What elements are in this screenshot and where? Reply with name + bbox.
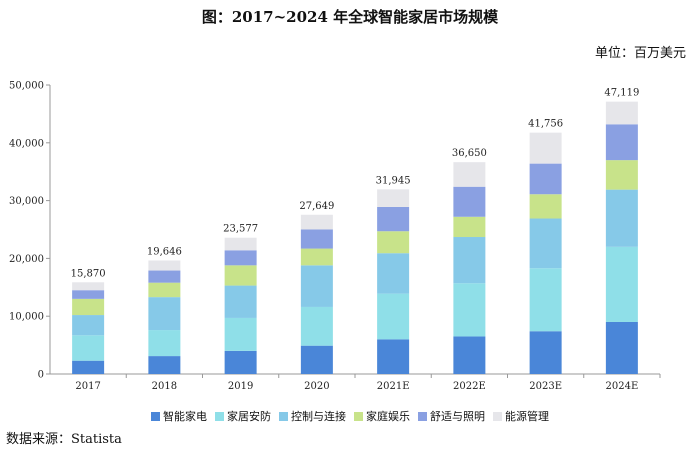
bar-total-label: 23,577: [223, 224, 258, 235]
bar-segment: [300, 306, 333, 346]
bar-segment: [300, 265, 333, 307]
x-tick-label: 2021E: [377, 381, 410, 392]
bar-segment: [148, 356, 181, 374]
legend-swatch: [493, 411, 502, 421]
legend-swatch: [418, 411, 427, 421]
x-tick-label: 2024E: [606, 381, 639, 392]
bar-segment: [72, 290, 105, 299]
bar-segment: [453, 186, 486, 217]
x-tick-label: 2018: [152, 381, 177, 392]
y-tick-label: 10,000: [9, 312, 44, 323]
y-tick-label: 40,000: [9, 138, 44, 149]
bar-segment: [224, 265, 257, 286]
bar-total-label: 41,756: [528, 119, 563, 130]
bar-segment: [605, 321, 638, 374]
legend-label: 家居安防: [227, 410, 271, 423]
bar-segment: [300, 248, 333, 266]
bar-segment: [300, 345, 333, 374]
x-tick-label: 2020: [304, 381, 329, 392]
bar-segment: [224, 237, 257, 251]
y-tick-label: 50,000: [9, 81, 44, 92]
legend-label: 能源管理: [505, 410, 549, 423]
bar-segment: [224, 285, 257, 318]
bar-segment: [605, 124, 638, 161]
bar-segment: [148, 297, 181, 331]
chart-title: 图：2017~2024 年全球智能家居市场规模: [201, 8, 499, 26]
bar-segment: [453, 162, 486, 187]
bar-segment: [300, 229, 333, 249]
legend: 智能家电 家居安防 控制与连接 家庭娱乐 舒适与照明 能源管理: [0, 408, 700, 424]
legend-item: 智能家电: [151, 408, 207, 424]
bar-segment: [377, 339, 410, 374]
bar-segment: [529, 163, 562, 195]
bar-total-label: 47,119: [604, 88, 639, 99]
legend-item: 控制与连接: [279, 408, 346, 424]
legend-item: 家庭娱乐: [354, 408, 410, 424]
bar-segment: [605, 189, 638, 247]
legend-swatch: [215, 411, 224, 421]
bar-segment: [453, 216, 486, 238]
x-tick-label: 2023E: [529, 381, 562, 392]
bar-segment: [72, 282, 105, 291]
bar-segment: [148, 282, 181, 298]
x-tick-label: 2022E: [453, 381, 486, 392]
bar-segment: [529, 194, 562, 219]
bar-total-label: 27,649: [299, 201, 334, 212]
legend-swatch: [151, 411, 160, 421]
bar-segment: [529, 331, 562, 374]
legend-swatch: [354, 411, 363, 421]
bar-total-label: 31,945: [376, 175, 411, 186]
bar-segment: [72, 360, 105, 374]
bar-segment: [300, 214, 333, 230]
x-tick-label: 2017: [75, 381, 100, 392]
y-tick-label: 20,000: [9, 254, 44, 265]
bar-segment: [605, 160, 638, 190]
bar-segment: [224, 250, 257, 266]
bar-segment: [377, 189, 410, 207]
bar-segment: [605, 246, 638, 322]
legend-label: 舒适与照明: [430, 410, 485, 423]
bar-total-label: 36,650: [452, 148, 487, 159]
bar-segment: [377, 293, 410, 340]
bar-segment: [148, 260, 181, 271]
legend-label: 控制与连接: [291, 410, 346, 423]
legend-label: 智能家电: [163, 410, 207, 423]
bar-segment: [377, 231, 410, 254]
bar-segment: [453, 336, 486, 374]
y-tick-label: 0: [38, 370, 44, 381]
bar-total-label: 19,646: [147, 246, 182, 257]
legend-item: 家居安防: [215, 408, 271, 424]
bar-segment: [529, 268, 562, 332]
bar-segment: [148, 270, 181, 283]
bar-total-label: 15,870: [71, 268, 106, 279]
bar-segment: [377, 206, 410, 232]
bar-segment: [224, 317, 257, 351]
bar-segment: [72, 298, 105, 316]
bar-segment: [72, 335, 105, 361]
legend-label: 家庭娱乐: [366, 410, 410, 423]
bar-segment: [453, 283, 486, 337]
x-tick-label: 2019: [228, 381, 253, 392]
bar-segment: [224, 350, 257, 374]
bar-segment: [72, 315, 105, 336]
legend-swatch: [279, 411, 288, 421]
bar-segment: [605, 101, 638, 125]
source-label: 数据来源：Statista: [6, 432, 122, 447]
legend-item: 能源管理: [493, 408, 549, 424]
bar-segment: [453, 237, 486, 284]
bar-segment: [148, 330, 181, 357]
unit-label: 单位：百万美元: [594, 46, 686, 61]
y-tick-label: 30,000: [9, 196, 44, 207]
bar-segment: [377, 253, 410, 294]
bar-segment: [529, 132, 562, 164]
bar-segment: [529, 218, 562, 269]
legend-item: 舒适与照明: [418, 408, 485, 424]
